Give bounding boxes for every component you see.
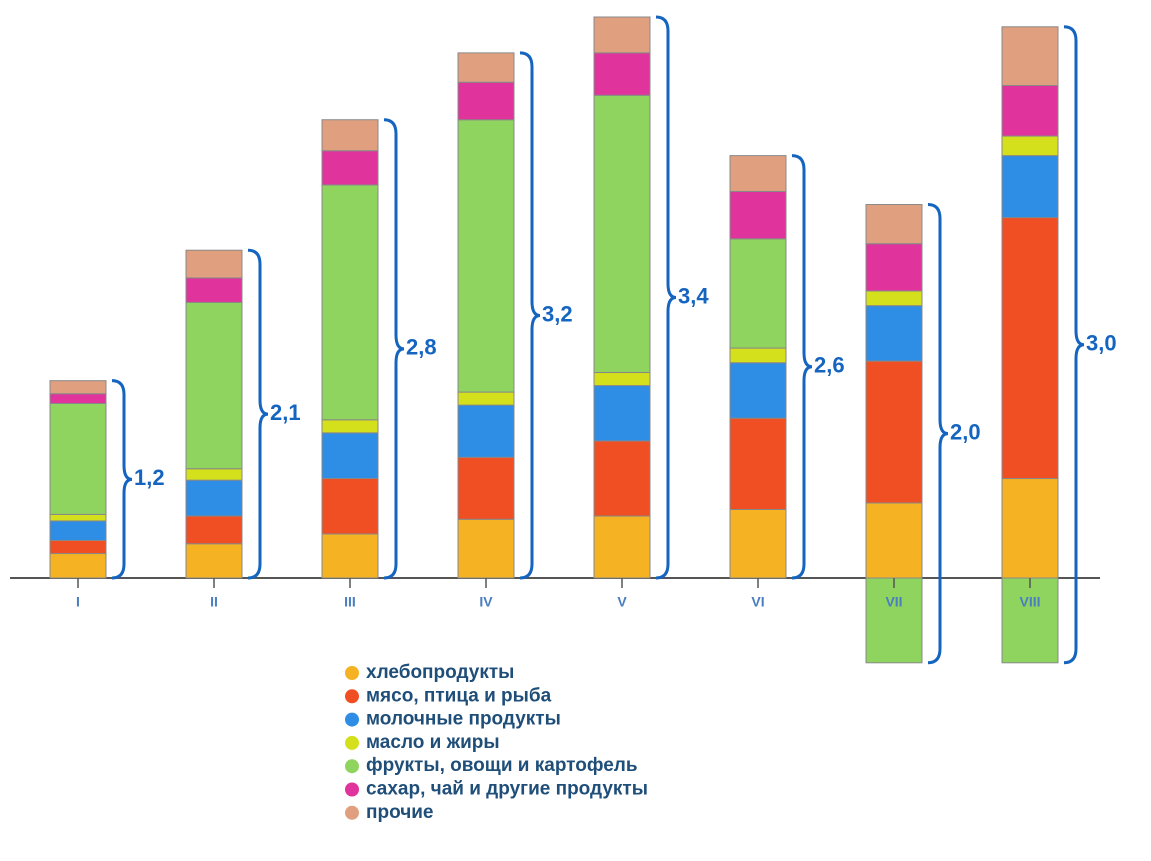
- bar-segment: [185, 479, 243, 517]
- bar-segment: [457, 81, 515, 121]
- bar-segment: [729, 347, 787, 364]
- legend-label: масло и жиры: [366, 732, 500, 753]
- bar-segment: [185, 543, 243, 579]
- legend-swatch: [345, 805, 359, 820]
- bar-segment: [865, 360, 923, 504]
- total-bracket: [247, 248, 269, 580]
- x-tick-label: V: [617, 594, 627, 610]
- bar-segment: [593, 515, 651, 579]
- bar-segment: [865, 204, 923, 245]
- bar-segment: [457, 518, 515, 579]
- bar-segment: [321, 184, 379, 421]
- legend-label: сахар, чай и другие продукты: [366, 779, 648, 800]
- total-bracket: [519, 51, 541, 580]
- bar-segment: [321, 419, 379, 434]
- total-label: 1,2: [134, 465, 165, 490]
- bar-segment: [1001, 26, 1059, 86]
- total-bracket: [927, 203, 949, 665]
- total-bracket: [111, 379, 133, 580]
- bar-segment: [593, 16, 651, 54]
- legend-swatch: [345, 712, 359, 727]
- legend-swatch: [345, 759, 359, 774]
- total-label: 3,2: [542, 301, 573, 326]
- bar-segment: [1001, 135, 1059, 157]
- bar-segment: [49, 539, 107, 555]
- x-tick-label: VIII: [1019, 594, 1040, 610]
- bar-segment: [593, 372, 651, 387]
- legend-label: хлебопродукты: [366, 662, 514, 683]
- total-label: 2,0: [950, 419, 981, 444]
- legend-label: фрукты, овощи и картофель: [366, 755, 638, 776]
- bar-segment: [321, 478, 379, 535]
- bar-segment: [457, 456, 515, 520]
- legend-swatch: [345, 666, 359, 680]
- bar-segment: [49, 520, 107, 541]
- legend-swatch: [345, 735, 359, 750]
- bar-segment: [457, 391, 515, 406]
- bar-segment: [593, 385, 651, 442]
- bar-segment: [49, 513, 107, 522]
- legend-label: прочие: [366, 802, 434, 823]
- bar-segment: [457, 404, 515, 458]
- x-tick-label: III: [344, 594, 356, 610]
- x-tick-label: I: [76, 594, 80, 610]
- bar-segment: [1001, 155, 1059, 219]
- legend-swatch: [345, 689, 359, 704]
- bar-segment: [593, 94, 651, 374]
- bar-segment: [321, 432, 379, 480]
- bar-segment: [865, 577, 923, 664]
- bar-segment: [729, 417, 787, 511]
- bar-segment: [865, 290, 923, 307]
- bar-segment: [49, 553, 107, 579]
- bar-segment: [185, 277, 243, 303]
- bar-segment: [729, 190, 787, 240]
- bar-segment: [1001, 478, 1059, 579]
- total-bracket: [383, 118, 405, 580]
- legend-label: мясо, птица и рыба: [366, 685, 552, 706]
- bar-segment: [185, 249, 243, 279]
- x-tick-label: VII: [885, 594, 902, 610]
- bar-segment: [49, 393, 107, 405]
- bar-segment: [185, 515, 243, 545]
- bar-segment: [729, 155, 787, 192]
- total-bracket: [1063, 25, 1085, 665]
- total-label: 3,0: [1086, 331, 1117, 356]
- bar-segment: [1001, 217, 1059, 480]
- total-bracket: [655, 15, 677, 580]
- total-label: 2,6: [814, 353, 845, 378]
- bar-segment: [321, 533, 379, 579]
- bar-segment: [49, 380, 107, 395]
- bar-segment: [729, 238, 787, 349]
- bar-segment: [593, 440, 651, 517]
- bar-segment: [865, 502, 923, 579]
- total-label: 2,8: [406, 335, 437, 360]
- bar-segment: [185, 468, 243, 481]
- bar-segment: [729, 509, 787, 579]
- total-label: 3,4: [678, 283, 709, 308]
- bar-segment: [729, 362, 787, 419]
- bar-segment: [457, 52, 515, 83]
- total-label: 2,1: [270, 400, 301, 425]
- legend-label: молочные продукты: [366, 709, 561, 730]
- x-tick-label: VI: [751, 594, 764, 610]
- bar-segment: [865, 305, 923, 362]
- bar-segment: [865, 243, 923, 292]
- x-tick-label: II: [210, 594, 218, 610]
- bar-segment: [593, 52, 651, 96]
- bar-segment: [321, 150, 379, 186]
- bar-segment: [49, 403, 107, 515]
- legend-swatch: [345, 782, 359, 797]
- x-tick-label: IV: [479, 594, 493, 610]
- total-bracket: [791, 154, 813, 580]
- bar-segment: [457, 119, 515, 393]
- bar-segment: [185, 301, 243, 470]
- bar-segment: [1001, 84, 1059, 137]
- bar-segment: [1001, 577, 1059, 664]
- bar-segment: [321, 119, 379, 152]
